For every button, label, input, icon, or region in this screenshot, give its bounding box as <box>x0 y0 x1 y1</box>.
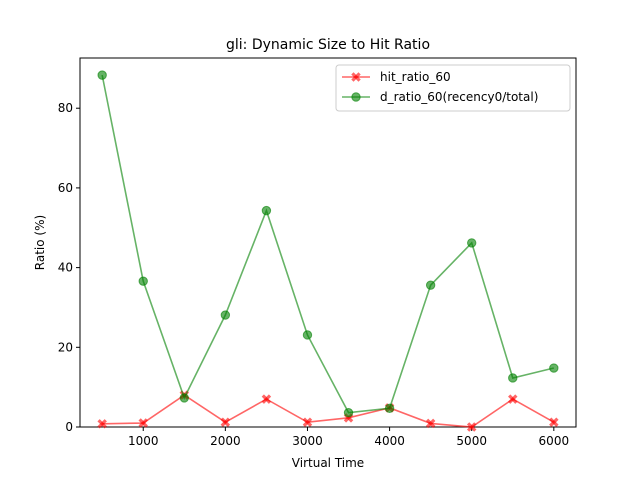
data-point <box>343 407 354 418</box>
x-tick-label: 4000 <box>374 434 405 448</box>
y-axis-label: Ratio (%) <box>33 215 47 270</box>
y-tick-label: 40 <box>58 261 73 275</box>
legend-marker <box>351 92 361 102</box>
legend-box <box>335 64 571 112</box>
legend-label: d_ratio_60(recency0/total) <box>380 90 538 104</box>
data-point <box>425 418 436 429</box>
series-2 <box>97 70 559 418</box>
data-point <box>220 310 231 320</box>
data-point <box>261 394 272 404</box>
x-tick-label: 6000 <box>539 434 570 448</box>
x-axis-ticks: 1000 2000 3000 4000 5000 6000 <box>128 427 569 448</box>
x-tick-label: 5000 <box>456 434 487 448</box>
y-tick-label: 20 <box>58 340 73 354</box>
data-point <box>302 330 313 340</box>
data-point <box>97 419 107 429</box>
data-point <box>97 70 107 80</box>
legend-label: hit_ratio_60 <box>380 70 451 84</box>
series-layer <box>97 70 559 432</box>
data-point <box>549 363 559 373</box>
x-tick-label: 3000 <box>292 434 323 448</box>
y-tick-label: 80 <box>58 101 73 115</box>
data-point <box>508 394 518 404</box>
legend: hit_ratio_60 d_ratio_60(recency0/total) <box>335 64 571 112</box>
data-point <box>549 417 559 427</box>
data-point <box>467 238 477 248</box>
series-line <box>102 394 555 428</box>
data-point <box>138 276 148 286</box>
x-tick-label: 2000 <box>210 434 241 448</box>
data-point <box>302 417 313 427</box>
y-axis-ticks: 0 20 40 60 80 <box>58 101 80 434</box>
data-point <box>138 418 148 428</box>
data-point <box>261 205 272 216</box>
y-tick-label: 60 <box>58 181 73 195</box>
data-point <box>466 422 477 432</box>
y-tick-label: 0 <box>65 420 73 434</box>
axes-frame <box>79 57 577 428</box>
data-point <box>179 393 189 403</box>
data-point <box>425 280 436 290</box>
x-tick-label: 1000 <box>128 434 159 448</box>
legend-marker <box>351 72 361 82</box>
plot-area: 1000 2000 3000 4000 5000 6000 0 20 40 60 80 <box>58 57 577 448</box>
chart-title: gli: Dynamic Size to Hit Ratio <box>226 37 430 53</box>
data-point <box>220 417 231 427</box>
data-point <box>384 403 395 413</box>
legend-item: hit_ratio_60 <box>342 70 451 84</box>
x-axis-label: Virtual Time <box>292 456 364 470</box>
data-point <box>508 373 518 383</box>
legend-item: d_ratio_60(recency0/total) <box>342 90 538 104</box>
series-line <box>101 74 555 414</box>
